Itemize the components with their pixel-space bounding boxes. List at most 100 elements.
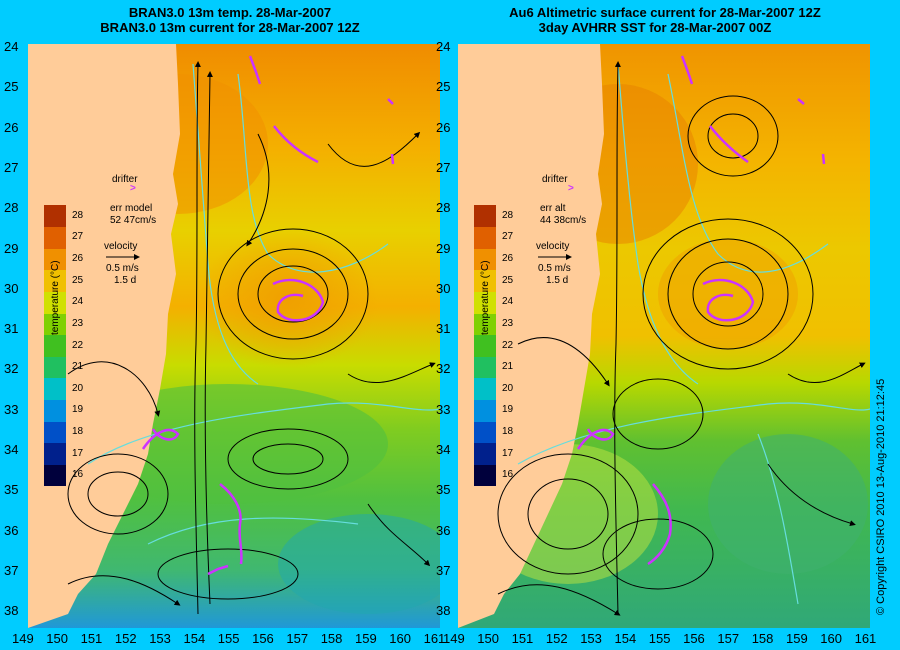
colorbar-tick-label: 18 — [72, 425, 84, 437]
left-colorbar — [44, 205, 66, 487]
colorbar-tick-label: 20 — [72, 382, 84, 394]
longitude-tick-label: 153 — [149, 631, 171, 646]
right-err-value: 44 38cm/s — [540, 215, 587, 226]
colorbar-segment — [474, 464, 496, 487]
colorbar-tick-label: 19 — [502, 404, 514, 416]
colorbar-segment — [474, 226, 496, 249]
colorbar-tick-label: 16 — [72, 469, 84, 481]
latitude-tick-label: 24 — [4, 39, 19, 54]
latitude-tick-label: 38 — [436, 603, 451, 619]
latitude-tick-label: 27 — [436, 159, 451, 175]
longitude-tick-label: 159 — [355, 631, 377, 646]
colorbar-segment — [474, 399, 496, 422]
colorbar-segment — [44, 399, 66, 422]
colorbar-tick-label: 18 — [502, 425, 514, 437]
colorbar-tick-label: 20 — [502, 382, 514, 394]
colorbar-segment — [474, 442, 496, 465]
left-title-line1: BRAN3.0 13m temp. 28-Mar-2007 — [128, 5, 332, 20]
colorbar-tick-label: 23 — [72, 317, 84, 329]
colorbar-segment — [44, 248, 66, 271]
current-streamlines — [497, 61, 866, 616]
right-err-label: err alt — [540, 203, 566, 214]
latitude-tick-label: 26 — [4, 119, 19, 135]
latitude-tick-label: 28 — [4, 200, 19, 216]
copyright-note: © Copyright CSIRO 2010 13-Aug-2010 21:12… — [875, 378, 887, 615]
colorbar-segment — [44, 205, 66, 228]
latitude-tick-label: 35 — [436, 482, 451, 498]
latitude-tick-label: 31 — [4, 321, 19, 337]
latitude-tick-label: 34 — [436, 442, 451, 457]
latitude-tick-label: 38 — [4, 603, 19, 619]
longitude-tick-label: 158 — [320, 631, 343, 646]
left-velocity-label: velocity — [104, 241, 138, 252]
latitude-tick-label: 31 — [436, 321, 451, 337]
right-title-line2: 3day AVHRR SST for 28-Mar-2007 00Z — [538, 20, 772, 35]
drifter-tracks — [576, 55, 826, 566]
colorbar-tick-label: 25 — [72, 274, 84, 286]
latitude-tick-label: 25 — [4, 79, 19, 95]
colorbar-segment — [44, 334, 66, 357]
left-title-line2: BRAN3.0 13m current for 28-Mar-2007 12Z — [100, 20, 360, 35]
colorbar-tick-label: 27 — [72, 231, 84, 243]
latitude-tick-label: 37 — [436, 562, 451, 578]
left-velocity-arrow — [106, 254, 140, 260]
latitude-tick-label: 33 — [436, 401, 451, 417]
longitude-tick-label: 155 — [217, 631, 240, 646]
latitude-tick-label: 35 — [4, 482, 19, 498]
sst-contours — [517, 63, 870, 605]
right-velocity-time: 1.5 d — [546, 275, 569, 286]
colorbar-tick-label: 17 — [72, 447, 84, 459]
longitude-tick-label: 149 — [12, 631, 34, 646]
longitude-tick-label: 154 — [614, 631, 637, 646]
australia-land — [28, 44, 180, 628]
right-velocity-arrow — [538, 254, 572, 260]
colorbar-segment — [44, 356, 66, 379]
colorbar-tick-label: 24 — [502, 296, 514, 308]
colorbar-segment — [44, 313, 66, 336]
left-err-label: err model — [110, 203, 153, 214]
colorbar-segment — [474, 377, 496, 401]
colorbar-segment — [44, 377, 66, 401]
longitude-tick-label: 153 — [580, 631, 602, 646]
left-colorbar-title: temperature (°C) — [50, 260, 61, 335]
longitude-tick-label: 160 — [820, 631, 842, 646]
latitude-tick-label: 29 — [4, 240, 19, 256]
left-drifter-label: drifter — [112, 174, 138, 185]
colorbar-tick-label: 22 — [502, 339, 514, 351]
longitude-tick-label: 155 — [648, 631, 671, 646]
longitude-tick-label: 159 — [786, 631, 808, 646]
longitude-tick-label: 149 — [443, 631, 465, 646]
right-map — [458, 44, 870, 628]
right-velocity-scale: 0.5 m/s — [538, 263, 571, 274]
longitude-tick-label: 152 — [114, 631, 137, 646]
colorbar-segment — [44, 421, 66, 444]
right-drifter-symbol: > — [568, 183, 574, 194]
longitude-tick-label: 150 — [46, 631, 68, 646]
right-drifter-label: drifter — [542, 174, 568, 185]
longitude-tick-label: 161 — [854, 631, 877, 646]
right-colorbar-title: temperature (°C) — [480, 260, 491, 335]
colorbar-segment — [474, 421, 496, 444]
colorbar-segment — [474, 248, 496, 271]
colorbar-tick-label: 23 — [502, 317, 514, 329]
longitude-tick-label: 156 — [252, 631, 274, 646]
latitude-tick-label: 25 — [436, 79, 451, 95]
colorbar-tick-label: 17 — [502, 447, 514, 459]
latitude-tick-label: 27 — [4, 159, 19, 175]
longitude-tick-label: 151 — [511, 631, 534, 646]
latitude-tick-label: 32 — [436, 361, 451, 377]
latitude-tick-label: 34 — [4, 442, 19, 457]
colorbar-segment — [474, 356, 496, 379]
left-velocity-time: 1.5 d — [114, 275, 137, 286]
colorbar-segment — [474, 313, 496, 336]
colorbar-tick-label: 26 — [72, 253, 84, 265]
longitude-tick-label: 154 — [183, 631, 206, 646]
right-colorbar — [474, 205, 496, 487]
right-velocity-label: velocity — [536, 241, 570, 252]
left-err-value: 52 47cm/s — [110, 215, 157, 226]
colorbar-tick-label: 26 — [502, 253, 514, 265]
colorbar-segment — [474, 291, 496, 314]
latitude-tick-label: 32 — [4, 361, 19, 377]
latitude-tick-label: 24 — [436, 39, 451, 54]
